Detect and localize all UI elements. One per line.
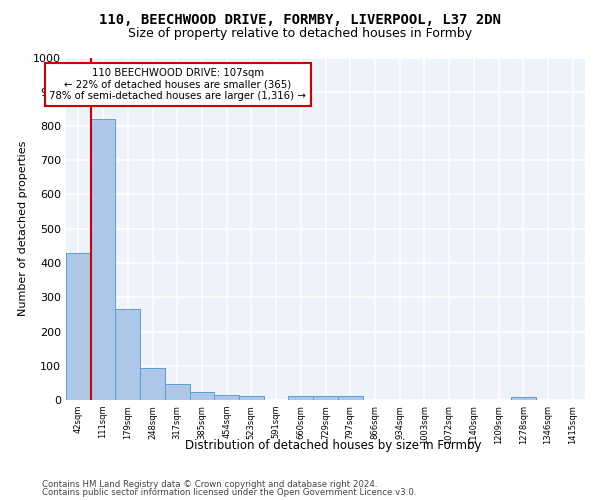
Bar [511, 398, 536, 400]
Text: Distribution of detached houses by size in Formby: Distribution of detached houses by size … [185, 440, 481, 452]
Text: 110 BEECHWOOD DRIVE: 107sqm
← 22% of detached houses are smaller (365)
78% of se: 110 BEECHWOOD DRIVE: 107sqm ← 22% of det… [49, 68, 306, 101]
Bar [165, 384, 190, 400]
Bar [91, 119, 115, 400]
Y-axis label: Number of detached properties: Number of detached properties [17, 141, 28, 316]
Bar [190, 392, 214, 400]
Bar [140, 368, 165, 400]
Text: Contains HM Land Registry data © Crown copyright and database right 2024.: Contains HM Land Registry data © Crown c… [42, 480, 377, 489]
Text: Contains public sector information licensed under the Open Government Licence v3: Contains public sector information licen… [42, 488, 416, 497]
Bar [338, 396, 362, 400]
Bar [239, 396, 264, 400]
Bar [214, 394, 239, 400]
Bar [66, 252, 91, 400]
Text: 110, BEECHWOOD DRIVE, FORMBY, LIVERPOOL, L37 2DN: 110, BEECHWOOD DRIVE, FORMBY, LIVERPOOL,… [99, 12, 501, 26]
Bar [313, 396, 338, 400]
Bar [115, 309, 140, 400]
Text: Size of property relative to detached houses in Formby: Size of property relative to detached ho… [128, 28, 472, 40]
Bar [289, 396, 313, 400]
